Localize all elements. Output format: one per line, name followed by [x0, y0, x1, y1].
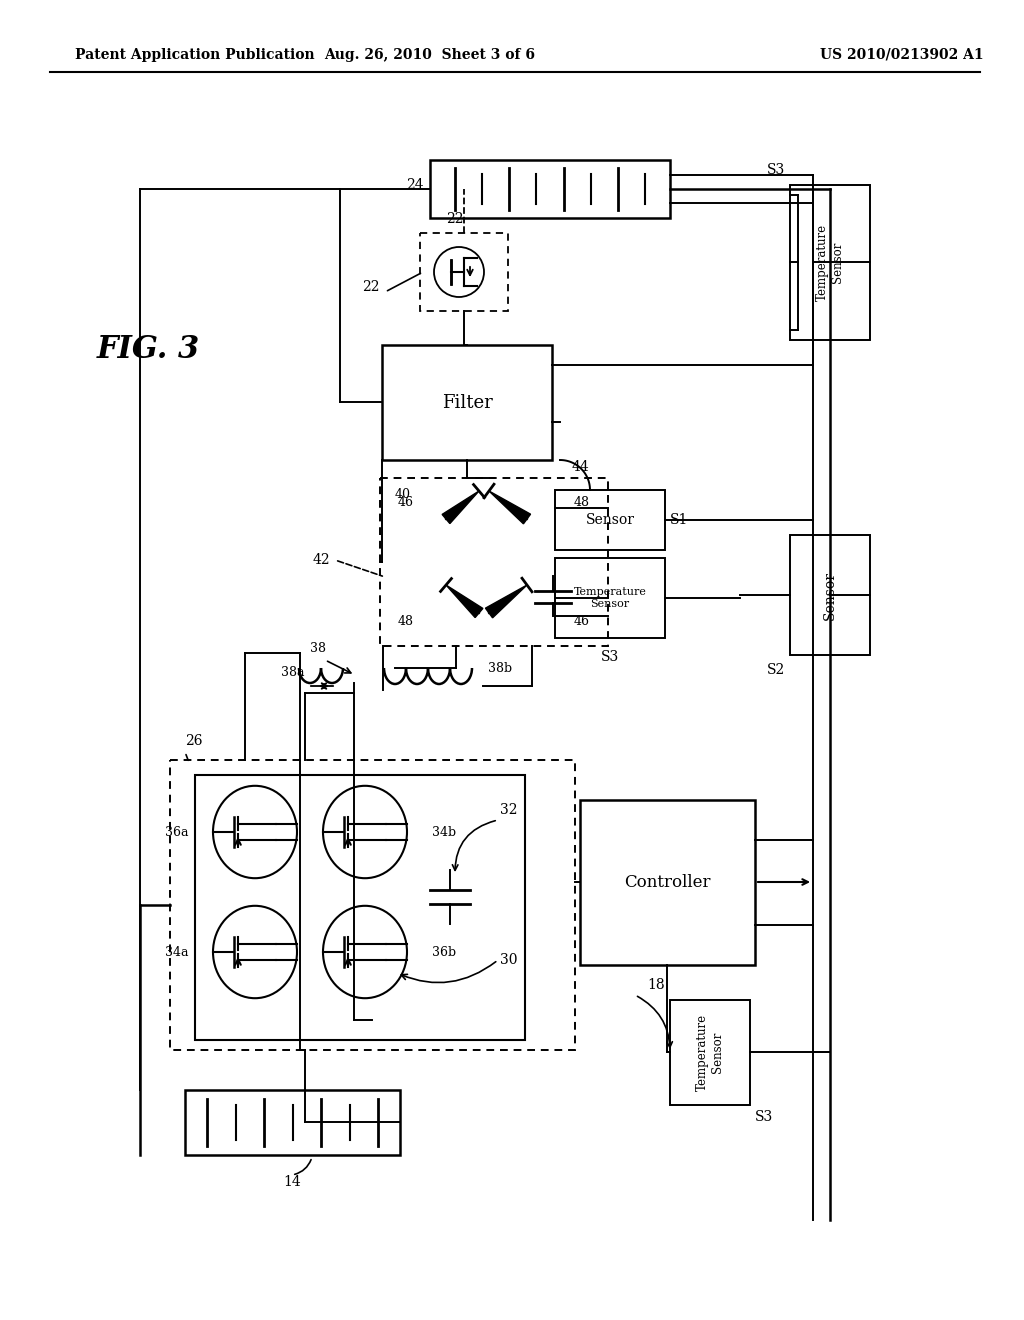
Text: 30: 30 [500, 953, 517, 968]
Text: 14: 14 [283, 1175, 301, 1189]
Text: S1: S1 [670, 513, 688, 527]
Text: S3: S3 [601, 649, 620, 664]
Text: Temperature
Sensor: Temperature Sensor [696, 1014, 724, 1092]
Text: 48: 48 [574, 496, 590, 510]
Text: 36a: 36a [165, 825, 188, 838]
Polygon shape [485, 585, 527, 618]
Text: 38b: 38b [488, 661, 512, 675]
Text: US 2010/0213902 A1: US 2010/0213902 A1 [820, 48, 984, 62]
Bar [420, 234, 508, 312]
Polygon shape [442, 491, 479, 524]
Bar [670, 1001, 750, 1105]
Text: 44: 44 [572, 459, 590, 474]
Text: 38: 38 [310, 642, 326, 655]
Bar [790, 185, 870, 341]
Bar [790, 535, 870, 655]
Bar [430, 160, 670, 218]
Bar [382, 345, 552, 459]
Bar [195, 775, 525, 1040]
Text: 22: 22 [362, 280, 380, 294]
Bar [185, 1090, 400, 1155]
Text: 38a: 38a [282, 667, 305, 680]
Polygon shape [446, 585, 483, 618]
Polygon shape [489, 491, 530, 524]
Text: 48: 48 [398, 615, 414, 628]
Text: 22: 22 [446, 213, 464, 226]
Text: FIG. 3: FIG. 3 [96, 334, 200, 366]
Text: S3: S3 [767, 162, 785, 177]
Text: Sensor: Sensor [586, 513, 635, 527]
Bar [170, 760, 575, 1049]
Text: 46: 46 [574, 615, 590, 628]
Text: Aug. 26, 2010  Sheet 3 of 6: Aug. 26, 2010 Sheet 3 of 6 [325, 48, 536, 62]
Text: 40: 40 [395, 488, 411, 502]
Text: 42: 42 [312, 553, 330, 568]
Text: Temperature
Sensor: Temperature Sensor [816, 224, 844, 301]
Text: 34b: 34b [432, 825, 456, 838]
Text: Sensor: Sensor [823, 570, 837, 619]
Bar [380, 478, 608, 645]
Text: Controller: Controller [625, 874, 711, 891]
Text: S2: S2 [767, 663, 785, 677]
Text: Temperature
Sensor: Temperature Sensor [573, 587, 646, 609]
Text: 36b: 36b [432, 945, 456, 958]
Text: Patent Application Publication: Patent Application Publication [75, 48, 314, 62]
Text: Filter: Filter [441, 393, 493, 412]
Bar [580, 800, 755, 965]
Bar [555, 490, 665, 550]
Bar [555, 558, 665, 638]
Text: 24: 24 [407, 178, 424, 191]
Text: 34a: 34a [165, 945, 188, 958]
Text: 32: 32 [500, 803, 517, 817]
Text: S3: S3 [755, 1110, 773, 1125]
Text: 26: 26 [185, 734, 203, 748]
Text: 18: 18 [647, 978, 665, 993]
Text: 46: 46 [398, 496, 414, 510]
